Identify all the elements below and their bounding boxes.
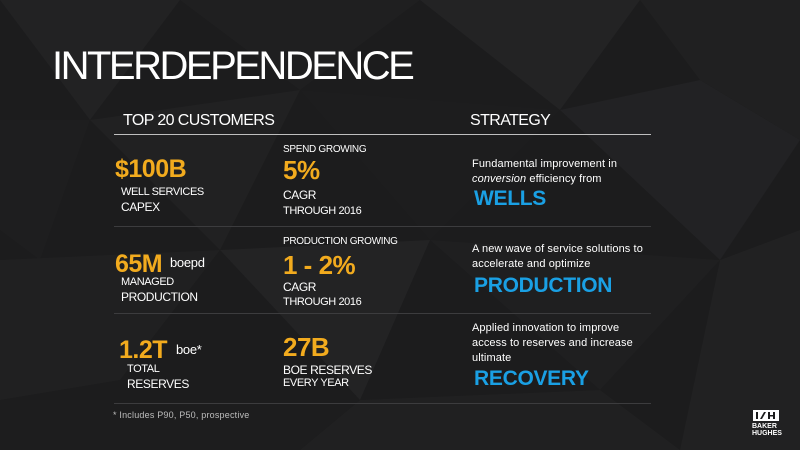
growth-value-1: 5% bbox=[283, 155, 320, 185]
metric-unit-3: boe* bbox=[176, 342, 202, 357]
metric-label-3b: RESERVES bbox=[127, 377, 189, 391]
growth-value-2: 1 - 2% bbox=[283, 250, 356, 280]
strategy-header: STRATEGY bbox=[470, 112, 551, 129]
growth-label-1b: THROUGH 2016 bbox=[283, 205, 362, 217]
growth-label-2a: CAGR bbox=[283, 280, 317, 294]
baker-hughes-logo: BAKER HUGHES bbox=[752, 410, 792, 437]
header-rule bbox=[114, 134, 651, 135]
growth-label-3a: BOE RESERVES bbox=[283, 363, 373, 377]
growth-heading-2: PRODUCTION GROWING bbox=[283, 236, 398, 247]
strategy-word-3: RECOVERY bbox=[474, 367, 589, 390]
metric-label-1a: WELL SERVICES bbox=[121, 186, 204, 198]
strategy-word-2: PRODUCTION bbox=[474, 274, 613, 297]
page-title: INTERDEPENDENCE bbox=[52, 44, 415, 88]
row-separator-2 bbox=[114, 313, 651, 314]
row-separator-1 bbox=[114, 226, 651, 227]
row-separator-3 bbox=[114, 403, 651, 404]
baker-hughes-logo-icon bbox=[753, 410, 779, 421]
logo-text-1: BAKER bbox=[752, 423, 777, 430]
metric-value-1: $100B bbox=[115, 155, 187, 183]
metric-value-3: 1.2T bbox=[119, 336, 168, 364]
growth-value-3: 27B bbox=[283, 332, 330, 362]
footnote: * Includes P90, P50, prospective bbox=[113, 410, 250, 420]
metric-label-2b: PRODUCTION bbox=[121, 290, 198, 304]
strategy-text-2: A new wave of service solutions to accel… bbox=[472, 243, 643, 270]
logo-text-2: HUGHES bbox=[752, 430, 782, 437]
customers-header: TOP 20 CUSTOMERS bbox=[123, 112, 275, 129]
growth-heading-1: SPEND GROWING bbox=[283, 144, 367, 155]
strategy-text-3: Applied innovation to improve access to … bbox=[472, 322, 633, 364]
metric-unit-2: boepd bbox=[170, 255, 205, 270]
metric-label-1b: CAPEX bbox=[121, 200, 160, 214]
metric-label-2a: MANAGED bbox=[121, 276, 174, 288]
metric-value-2: 65M bbox=[115, 250, 163, 278]
growth-label-3b: EVERY YEAR bbox=[283, 377, 349, 389]
growth-label-1a: CAGR bbox=[283, 188, 317, 202]
strategy-word-1: WELLS bbox=[474, 187, 546, 210]
strategy-text-1: Fundamental improvement in conversion ef… bbox=[472, 158, 618, 185]
metric-label-3a: TOTAL bbox=[127, 363, 160, 375]
growth-label-2b: THROUGH 2016 bbox=[283, 296, 362, 308]
